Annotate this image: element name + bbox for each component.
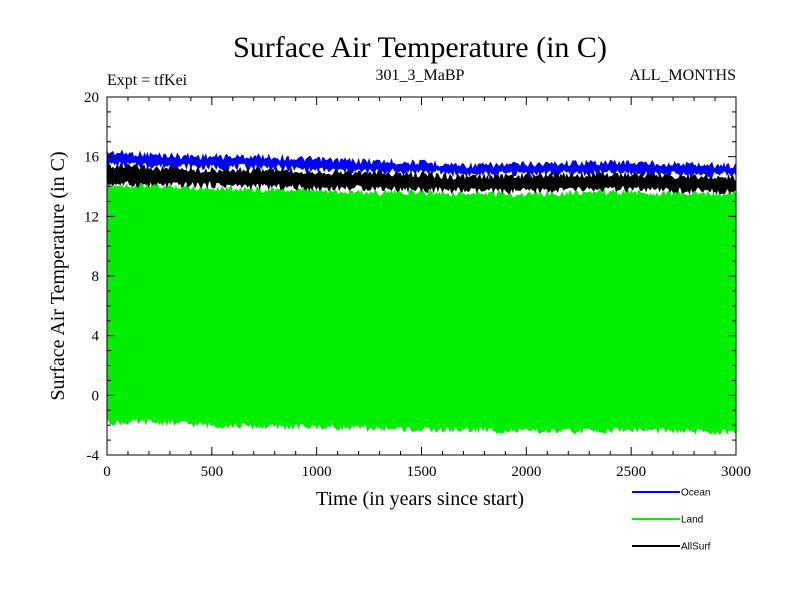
y-tick-label: 8 <box>92 269 100 285</box>
legend: Ocean Land AllSurf <box>632 488 711 553</box>
y-tick-label: 20 <box>84 90 99 106</box>
x-tick-label: 500 <box>201 464 224 480</box>
x-tick-label: 1000 <box>302 464 332 480</box>
plot-area <box>106 149 737 436</box>
y-tick-label: 0 <box>92 388 100 404</box>
y-tick-label: -4 <box>87 448 100 464</box>
legend-label-ocean: Ocean <box>681 488 710 499</box>
plot-frame <box>106 96 737 456</box>
experiment-label: Expt = tfKei <box>107 72 188 89</box>
x-axis-label: Time (in years since start) <box>316 488 524 510</box>
x-tick-label: 3000 <box>721 464 751 480</box>
y-axis-label: Surface Air Temperature (in C) <box>47 151 69 400</box>
run-label: 301_3_MaBP <box>376 67 465 84</box>
months-label: ALL_MONTHS <box>629 67 736 84</box>
legend-label-land: Land <box>681 515 703 526</box>
series-band-land <box>106 181 737 436</box>
x-tick-label: 1500 <box>407 464 437 480</box>
x-tick-label: 2500 <box>616 464 646 480</box>
x-tick-label: 2000 <box>511 464 541 480</box>
chart-title: Surface Air Temperature (in C) <box>233 31 607 64</box>
x-tick-label: 0 <box>103 464 111 480</box>
y-tick-label: 4 <box>92 329 100 345</box>
y-tick-label: 12 <box>84 209 99 225</box>
legend-label-allsurf: AllSurf <box>681 542 711 553</box>
y-tick-label: 16 <box>84 150 100 166</box>
